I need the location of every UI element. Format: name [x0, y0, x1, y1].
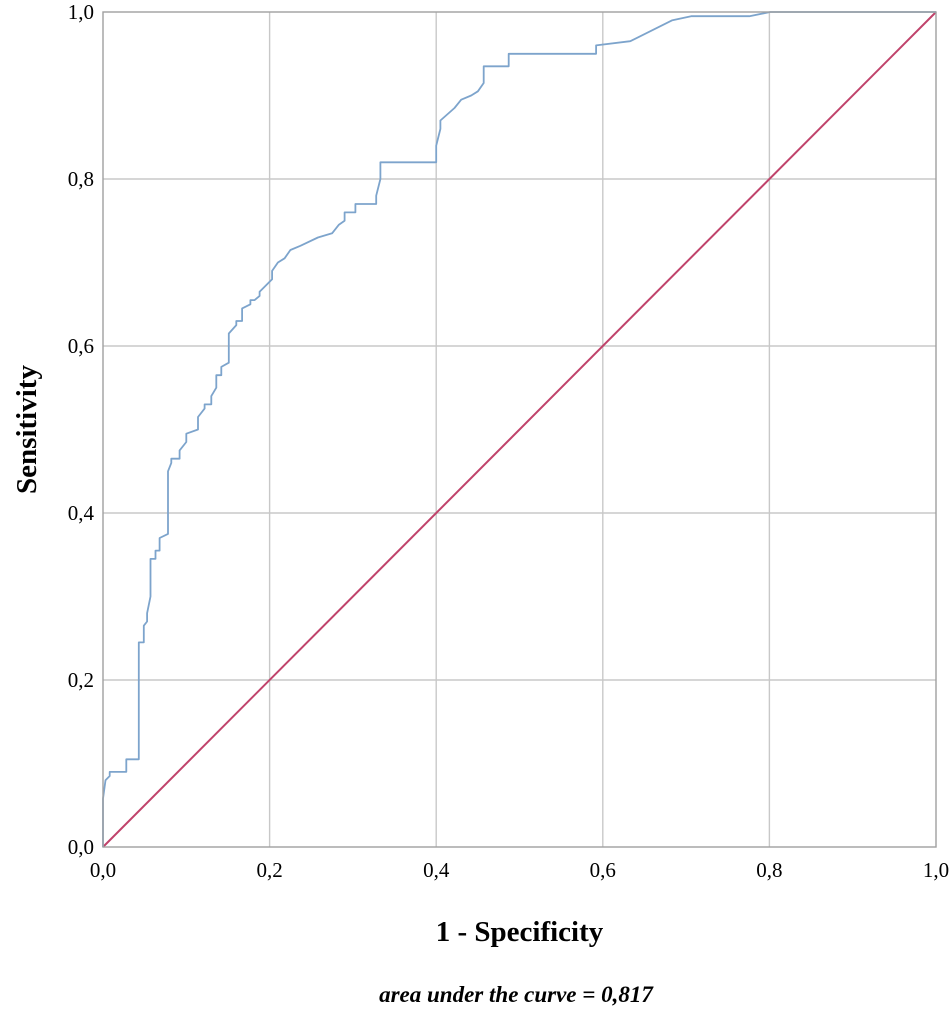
plot-frame — [102, 11, 937, 848]
x-tick-label: 0,2 — [256, 858, 282, 882]
y-tick-label: 0,6 — [68, 334, 94, 358]
x-tick-label: 0,6 — [590, 858, 616, 882]
x-axis-title: 1 - Specificity — [436, 916, 604, 948]
y-tick-label: 1,0 — [68, 0, 94, 24]
x-tick-label: 0,0 — [90, 858, 116, 882]
y-tick-label: 0,0 — [68, 835, 94, 859]
plot-series — [102, 11, 937, 848]
y-tick-label: 0,8 — [68, 167, 94, 191]
reference-line — [102, 11, 937, 848]
auc-annotation: area under the curve = 0,817 — [379, 982, 653, 1007]
tick-labels: 0,0 0,2 0,4 0,6 0,8 1,0 0,0 0,2 0,4 0,6 0,8 1,0 — [68, 0, 949, 882]
x-tick-label: 1,0 — [923, 858, 949, 882]
y-axis-title: Sensitivity — [11, 365, 43, 494]
roc-curve — [102, 11, 936, 847]
x-tick-label: 0,4 — [423, 858, 450, 882]
y-tick-label: 0,4 — [68, 501, 95, 525]
x-tick-label: 0,8 — [756, 858, 782, 882]
y-tick-label: 0,2 — [68, 668, 94, 692]
